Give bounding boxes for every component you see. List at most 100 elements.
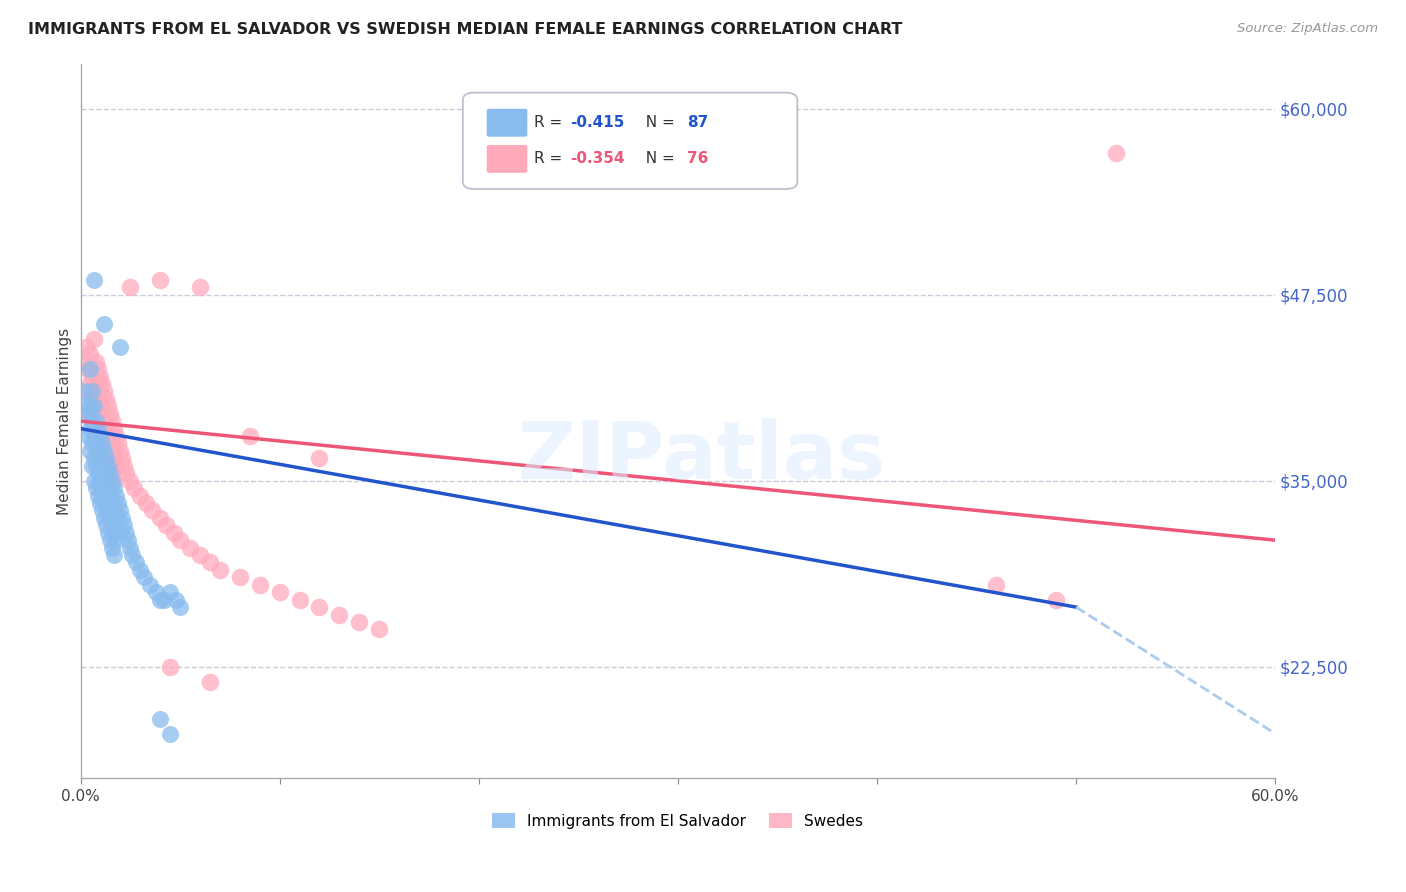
- Point: [93, 384, 115, 399]
- Point: [112, 458, 135, 473]
- Point: [101, 467, 124, 481]
- Point: [93, 443, 115, 458]
- Point: [87, 362, 110, 376]
- Point: [100, 489, 122, 503]
- Point: [87, 443, 110, 458]
- Point: [110, 525, 132, 540]
- Point: [328, 607, 350, 622]
- Text: R =: R =: [534, 115, 568, 130]
- Point: [149, 712, 172, 726]
- Point: [82, 414, 104, 428]
- Point: [86, 481, 108, 495]
- Point: [269, 585, 291, 599]
- Point: [79, 347, 101, 361]
- Point: [79, 443, 101, 458]
- Point: [89, 496, 111, 510]
- Point: [110, 340, 132, 354]
- Text: Source: ZipAtlas.com: Source: ZipAtlas.com: [1237, 22, 1378, 36]
- Point: [141, 503, 163, 517]
- Point: [89, 451, 111, 466]
- Point: [96, 443, 118, 458]
- Point: [93, 414, 115, 428]
- Point: [100, 458, 122, 473]
- Point: [135, 496, 157, 510]
- Point: [82, 384, 104, 399]
- Point: [82, 436, 104, 450]
- Point: [1105, 146, 1128, 161]
- Point: [100, 436, 122, 450]
- Point: [134, 570, 156, 584]
- Point: [125, 556, 148, 570]
- Point: [89, 369, 111, 384]
- Point: [188, 548, 211, 562]
- Point: [96, 421, 118, 435]
- Legend: Immigrants from El Salvador, Swedes: Immigrants from El Salvador, Swedes: [486, 806, 869, 835]
- Point: [107, 436, 129, 450]
- Point: [86, 436, 108, 450]
- Point: [96, 451, 118, 466]
- Point: [103, 474, 125, 488]
- Point: [208, 563, 231, 577]
- Point: [239, 429, 262, 443]
- Point: [93, 436, 115, 450]
- Point: [110, 443, 132, 458]
- Point: [129, 489, 152, 503]
- Point: [96, 392, 118, 406]
- Point: [100, 511, 122, 525]
- Point: [79, 421, 101, 435]
- Point: [101, 443, 124, 458]
- Point: [101, 541, 124, 555]
- Point: [91, 481, 114, 495]
- Point: [87, 392, 110, 406]
- Point: [103, 503, 125, 517]
- Point: [76, 399, 98, 413]
- Point: [97, 525, 120, 540]
- Point: [91, 429, 114, 443]
- Point: [105, 458, 128, 473]
- Point: [86, 458, 108, 473]
- Point: [91, 503, 114, 517]
- Text: 87: 87: [688, 115, 709, 130]
- Point: [93, 489, 115, 503]
- Point: [83, 384, 105, 399]
- Point: [124, 481, 146, 495]
- Point: [82, 414, 104, 428]
- Point: [349, 615, 371, 629]
- Point: [101, 496, 124, 510]
- Point: [87, 421, 110, 435]
- Point: [103, 525, 125, 540]
- Point: [149, 592, 172, 607]
- Point: [83, 273, 105, 287]
- Point: [87, 467, 110, 481]
- Point: [110, 503, 132, 517]
- Point: [120, 280, 142, 294]
- Point: [97, 458, 120, 473]
- Point: [89, 399, 111, 413]
- Y-axis label: Median Female Earnings: Median Female Earnings: [58, 327, 72, 515]
- Point: [111, 451, 134, 466]
- Point: [121, 548, 143, 562]
- Point: [87, 489, 110, 503]
- Point: [188, 280, 211, 294]
- Point: [100, 407, 122, 421]
- Point: [107, 496, 129, 510]
- Point: [101, 474, 124, 488]
- Text: IMMIGRANTS FROM EL SALVADOR VS SWEDISH MEDIAN FEMALE EARNINGS CORRELATION CHART: IMMIGRANTS FROM EL SALVADOR VS SWEDISH M…: [28, 22, 903, 37]
- Point: [96, 474, 118, 488]
- Point: [89, 421, 111, 435]
- Point: [86, 414, 108, 428]
- Point: [87, 414, 110, 428]
- Point: [986, 578, 1008, 592]
- Point: [79, 407, 101, 421]
- Point: [229, 570, 252, 584]
- FancyBboxPatch shape: [486, 109, 527, 136]
- Point: [97, 481, 120, 495]
- Point: [89, 474, 111, 488]
- Point: [105, 489, 128, 503]
- Point: [93, 467, 115, 481]
- Point: [91, 436, 114, 450]
- Point: [86, 376, 108, 391]
- Point: [77, 362, 100, 376]
- Point: [93, 511, 115, 525]
- Point: [103, 548, 125, 562]
